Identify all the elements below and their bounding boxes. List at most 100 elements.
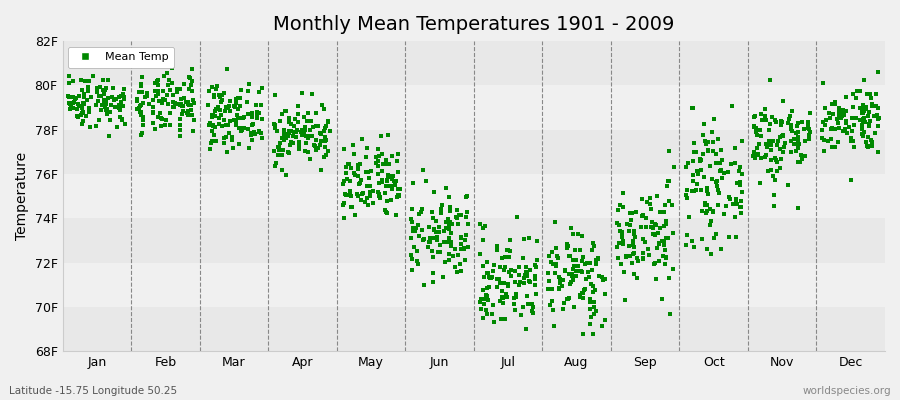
Point (61, 93, 76, 99)
Point (202, 122, 216, 128)
Point (67, 99, 81, 105)
Point (341, 191, 356, 198)
Point (525, 301, 539, 308)
Point (381, 172, 395, 178)
Point (148, 80, 162, 86)
Point (79, 113, 94, 119)
Point (434, 206, 448, 212)
Point (561, 296, 575, 302)
Point (479, 292, 493, 298)
Point (870, 69, 885, 75)
Point (419, 178, 434, 184)
Point (274, 167, 289, 173)
Point (487, 262, 501, 269)
Point (776, 133, 790, 139)
Point (709, 182, 724, 189)
Point (272, 147, 286, 154)
Point (768, 155, 782, 161)
Point (586, 240, 600, 246)
Point (480, 311, 494, 318)
Point (796, 126, 811, 132)
Point (294, 90, 309, 96)
Point (589, 308, 603, 314)
Point (290, 126, 304, 133)
Point (384, 176, 399, 182)
Point (291, 103, 305, 110)
Point (101, 95, 115, 101)
Point (760, 167, 775, 174)
Point (299, 133, 313, 139)
Bar (62, 174, 885, 218)
Point (560, 240, 574, 247)
Point (249, 108, 264, 115)
Point (82, 108, 96, 115)
Point (371, 163, 385, 170)
Point (379, 209, 393, 215)
Point (688, 149, 702, 156)
Point (639, 224, 653, 230)
Point (517, 280, 531, 286)
Point (443, 204, 457, 210)
Point (99, 107, 113, 114)
Point (379, 177, 393, 184)
Point (542, 253, 556, 260)
Point (278, 108, 293, 114)
Point (282, 128, 296, 134)
Point (869, 91, 884, 97)
Point (157, 73, 171, 80)
Point (276, 132, 291, 139)
Point (649, 276, 663, 282)
Point (773, 118, 788, 124)
Point (62, 100, 77, 106)
Point (116, 95, 130, 102)
Point (838, 94, 852, 100)
Point (301, 135, 315, 141)
Point (447, 264, 462, 270)
Point (363, 182, 377, 189)
Point (730, 201, 744, 208)
Point (554, 282, 569, 289)
Point (715, 156, 729, 163)
Point (479, 307, 493, 313)
Point (652, 240, 667, 247)
Point (278, 134, 293, 141)
Point (450, 251, 464, 258)
Point (94, 93, 108, 99)
Point (217, 140, 231, 146)
Point (175, 103, 189, 109)
Point (133, 102, 148, 108)
Point (509, 294, 524, 300)
Point (205, 114, 220, 120)
Point (831, 120, 845, 126)
Point (436, 228, 451, 235)
Point (698, 202, 712, 208)
Point (175, 110, 189, 117)
Point (861, 108, 876, 115)
Point (230, 95, 245, 101)
Point (425, 248, 439, 254)
Point (444, 239, 458, 246)
Point (405, 267, 419, 274)
Point (358, 169, 373, 176)
Point (274, 134, 289, 141)
Point (490, 284, 504, 290)
Point (648, 220, 662, 227)
Point (791, 204, 806, 211)
Point (594, 322, 608, 329)
Point (658, 247, 672, 253)
Point (425, 209, 439, 216)
Point (700, 185, 715, 191)
Point (519, 293, 534, 300)
Point (438, 258, 453, 265)
Point (778, 140, 792, 146)
Point (351, 162, 365, 169)
Point (169, 101, 184, 108)
Point (360, 145, 374, 152)
Point (354, 197, 368, 204)
Point (626, 250, 641, 256)
Point (361, 168, 375, 175)
Point (586, 330, 600, 337)
Point (636, 212, 651, 218)
Point (301, 110, 315, 116)
Point (850, 88, 864, 94)
